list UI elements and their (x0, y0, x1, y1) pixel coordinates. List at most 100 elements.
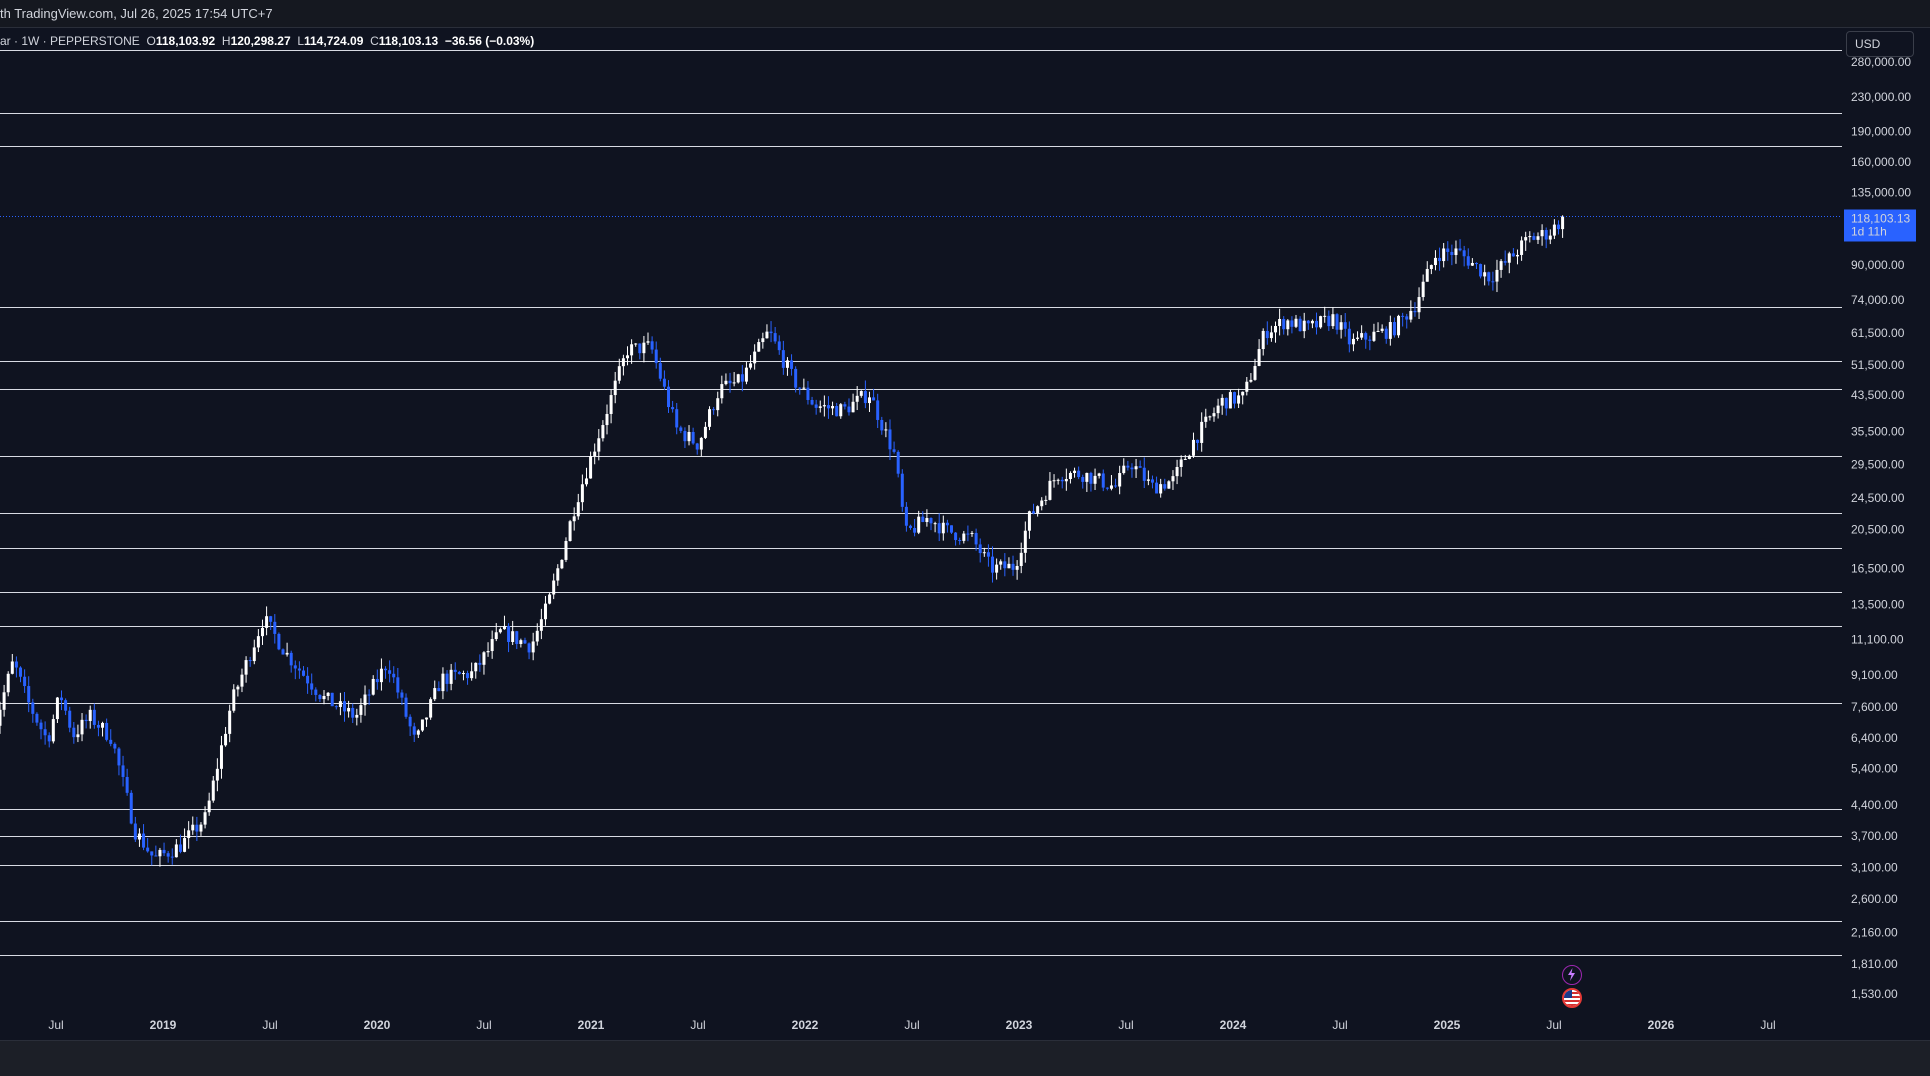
candle-body (187, 830, 191, 839)
candle-body (1134, 466, 1138, 470)
candle-body (773, 333, 777, 342)
y-tick-label: 4,400.00 (1851, 798, 1898, 812)
time-axis: Jul 2019 Jul 2020 Jul 2021 Jul 2022 Jul 2023 Jul 20… (48, 1018, 1775, 1032)
candle-body (162, 849, 166, 854)
candle-body (749, 363, 753, 368)
candle-body (683, 430, 687, 442)
candle-body (1425, 268, 1429, 282)
candle-body (589, 456, 593, 479)
candle-body (908, 525, 912, 528)
candle-body (55, 697, 59, 720)
candle-body (105, 722, 109, 740)
candle-body (1405, 316, 1409, 320)
candle-body (269, 616, 273, 622)
candle-body (634, 343, 638, 345)
candle-body (125, 776, 129, 793)
candle-body (740, 374, 744, 382)
candle-body (691, 431, 695, 444)
y-tick-label: 11,100.00 (1851, 632, 1904, 646)
candle-body (1339, 322, 1343, 330)
candle-body (1171, 476, 1175, 482)
candle-body (170, 856, 174, 858)
candle-body (831, 405, 835, 409)
candle-body (215, 768, 219, 781)
candle-body (716, 398, 720, 411)
candle-body (995, 564, 999, 573)
lightning-icon[interactable] (1562, 965, 1582, 985)
open-key: O (146, 34, 156, 48)
candle-body (1306, 320, 1310, 324)
candle-body (457, 671, 461, 675)
candle-body (425, 717, 429, 720)
candle-body (88, 709, 92, 722)
candle-body (178, 844, 182, 852)
candle-body (375, 678, 379, 683)
candle-body (1347, 328, 1351, 345)
candle-body (835, 405, 839, 417)
candle-body (597, 438, 601, 452)
candle-body (1249, 379, 1253, 382)
price-chart[interactable]: 280,000.00 230,000.00 190,000.00 160,000.00… (0, 0, 1930, 1040)
bottom-bar (0, 1040, 1930, 1076)
candle-body (117, 748, 121, 766)
candle-body (1454, 248, 1458, 256)
candle-body (523, 640, 527, 644)
symbol-label[interactable]: ar · 1W · PEPPERSTONE (0, 34, 140, 48)
candle-body (695, 443, 699, 450)
candle-body (1491, 281, 1495, 283)
candle-body (1073, 470, 1077, 473)
candle-body (933, 523, 937, 525)
candle-body (1150, 479, 1154, 483)
x-tick-label: 2022 (792, 1018, 819, 1032)
candle-body (68, 710, 72, 728)
y-tick-label: 1,530.00 (1851, 987, 1898, 1001)
candle-body (818, 406, 822, 408)
currency-button[interactable]: USD (1846, 31, 1914, 57)
candle-body (1421, 281, 1425, 298)
y-tick-label: 20,500.00 (1851, 523, 1905, 537)
candle-body (753, 351, 757, 364)
candle-body (10, 661, 14, 674)
candle-body (1007, 563, 1011, 569)
candle-body (970, 532, 974, 534)
close-value: 118,103.13 (378, 34, 439, 48)
candle-body (802, 387, 806, 389)
candle-body (1364, 333, 1368, 340)
candle-body (494, 632, 498, 640)
y-tick-label: 230,000.00 (1851, 90, 1911, 104)
candle-body (929, 518, 933, 524)
candle-body (851, 401, 855, 413)
candle-body (1122, 465, 1126, 474)
candle-body (1294, 318, 1298, 327)
candle-body (507, 625, 511, 642)
candle-body (913, 527, 917, 533)
candle-body (1532, 236, 1536, 240)
candle-body (515, 631, 519, 644)
candle-body (191, 824, 195, 831)
candle-body (101, 722, 105, 728)
candle-body (867, 397, 871, 404)
candle-body (617, 366, 621, 381)
candle-body (470, 671, 474, 679)
candle-body (379, 668, 383, 683)
candle-body (1257, 349, 1261, 366)
candle-body (1114, 485, 1118, 487)
candle-body (1282, 318, 1286, 330)
candle-body (433, 688, 437, 700)
candle-body (109, 739, 113, 744)
candle-body (412, 726, 416, 735)
candle-body (1479, 264, 1483, 277)
candle-body (744, 367, 748, 382)
candle-body (306, 675, 310, 684)
candle-body (917, 516, 921, 533)
candle-body (441, 673, 445, 692)
candle-body (900, 473, 904, 507)
candle-body (1146, 479, 1150, 481)
candle-body (991, 556, 995, 573)
candle-body (1204, 416, 1208, 422)
candle-body (400, 692, 404, 698)
us-flag-icon[interactable] (1562, 988, 1582, 1008)
candle-body (1138, 466, 1142, 468)
candle-body (1220, 397, 1224, 406)
candle-body (638, 343, 642, 354)
